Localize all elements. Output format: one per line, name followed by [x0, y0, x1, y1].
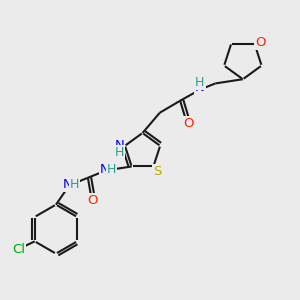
Text: S: S: [153, 165, 161, 178]
Text: O: O: [87, 194, 98, 207]
Text: O: O: [183, 117, 194, 130]
Text: N: N: [100, 163, 110, 176]
Text: N: N: [115, 139, 124, 152]
Text: H: H: [195, 76, 204, 89]
Text: N: N: [63, 178, 73, 190]
Text: O: O: [255, 36, 266, 49]
Text: H: H: [115, 146, 124, 159]
Text: N: N: [195, 81, 204, 94]
Text: H: H: [70, 178, 80, 191]
Text: Cl: Cl: [12, 243, 25, 256]
Text: H: H: [107, 163, 116, 176]
